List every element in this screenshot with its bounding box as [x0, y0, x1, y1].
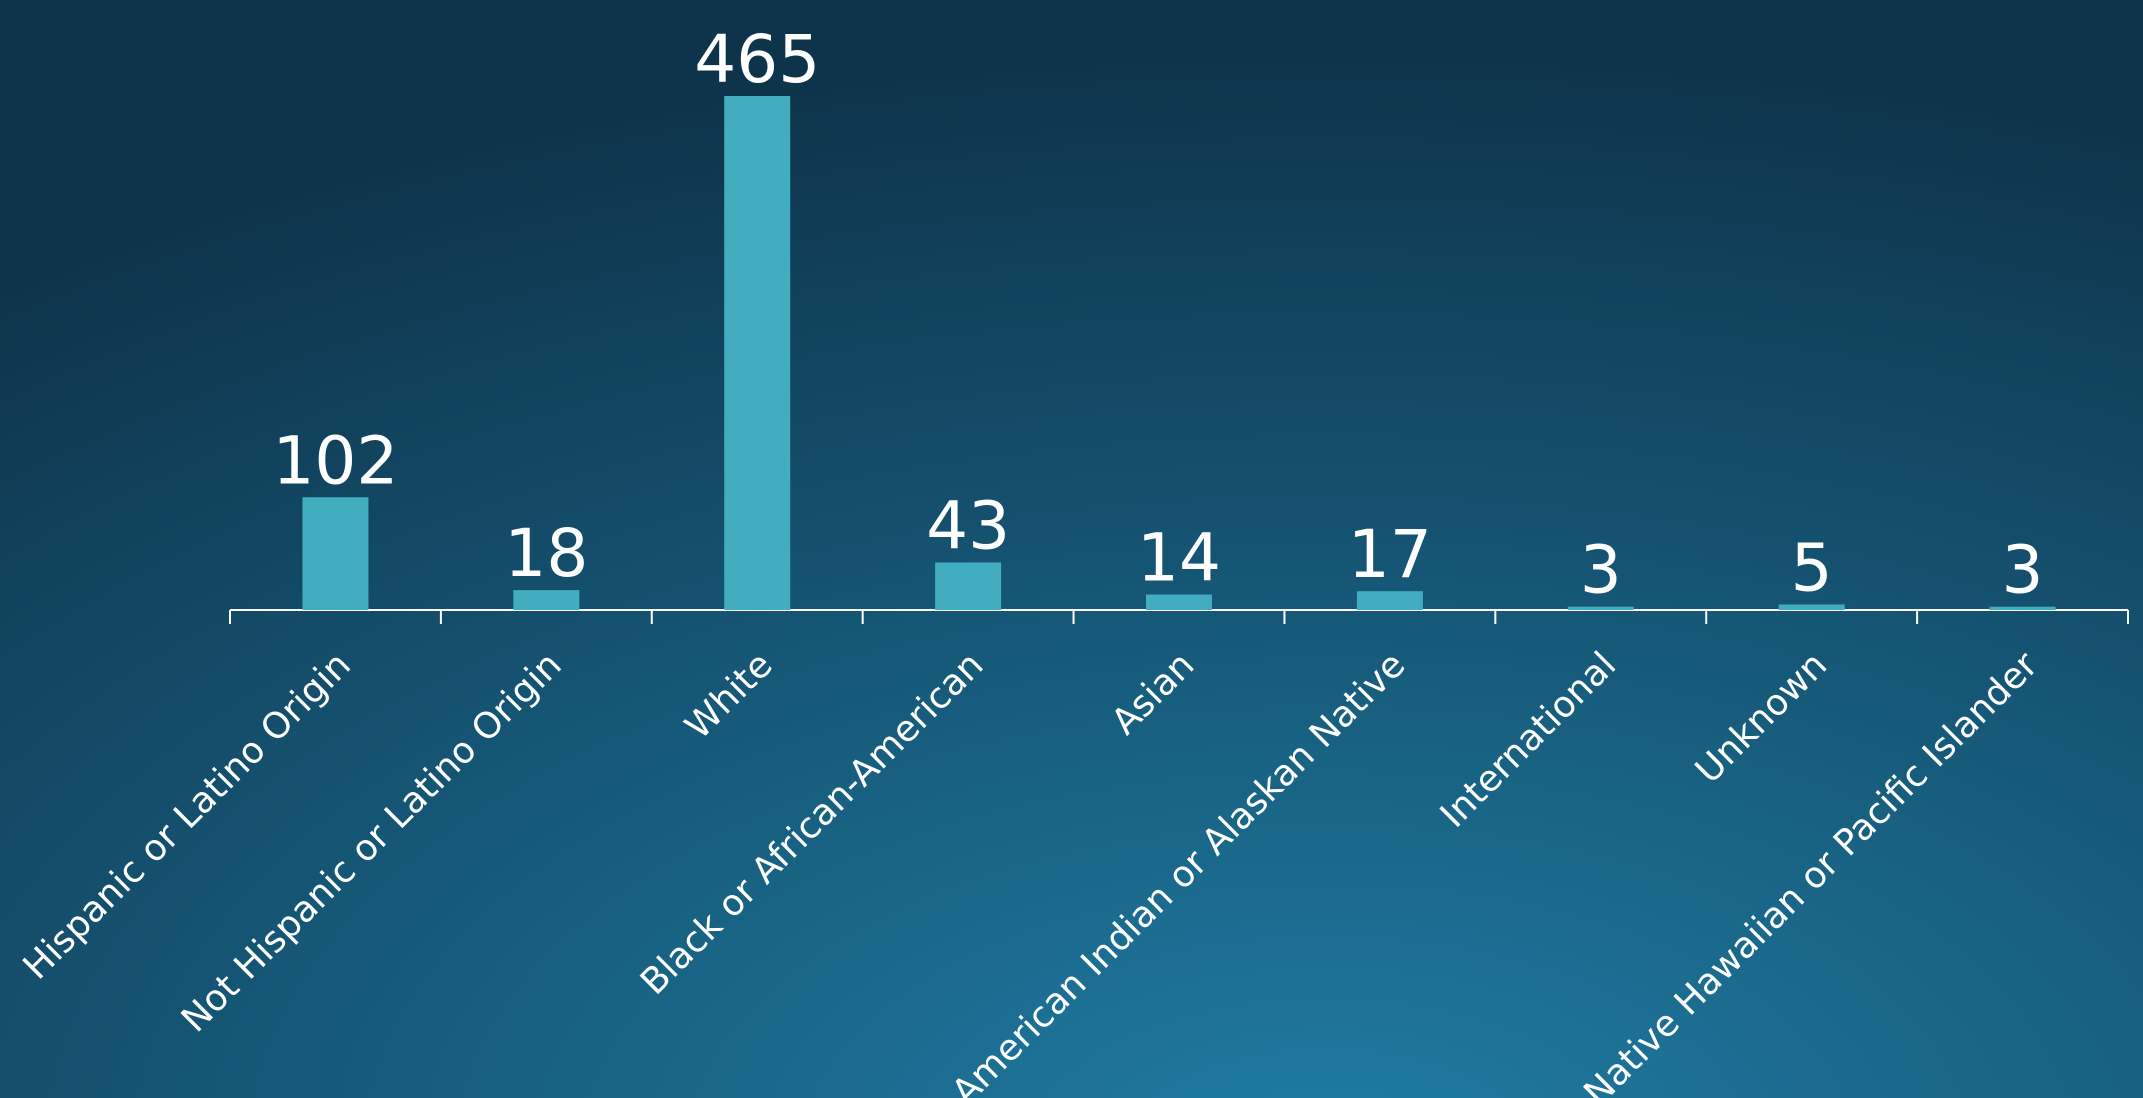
bar — [1146, 594, 1212, 610]
bar — [1989, 606, 2056, 610]
bar — [935, 562, 1002, 610]
bar — [513, 590, 580, 610]
bar — [1356, 591, 1423, 610]
data-label: 465 — [694, 21, 820, 98]
data-label: 17 — [1348, 516, 1432, 593]
data-label: 102 — [272, 422, 398, 499]
data-label: 3 — [1580, 532, 1622, 609]
bar — [1778, 604, 1845, 610]
bar — [302, 497, 369, 610]
data-label: 14 — [1137, 520, 1221, 597]
data-label: 5 — [1791, 529, 1833, 606]
bar — [1567, 606, 1634, 610]
data-label: 43 — [926, 487, 1010, 564]
data-label: 18 — [504, 515, 588, 592]
bar — [724, 96, 791, 610]
data-label: 3 — [2002, 532, 2044, 609]
